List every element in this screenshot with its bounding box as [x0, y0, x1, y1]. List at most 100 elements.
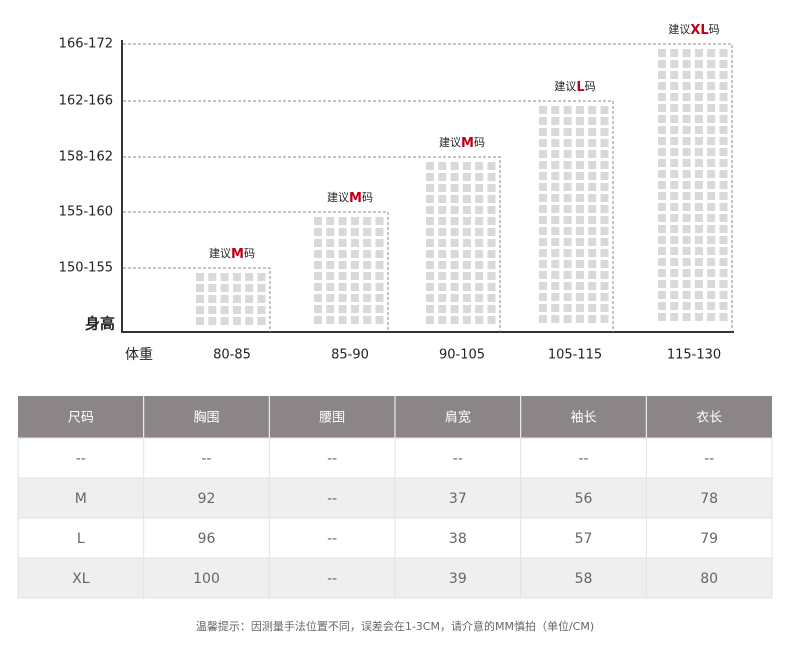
- suggestion: 建议XL码: [668, 22, 719, 38]
- block-dot: [438, 294, 447, 302]
- block-dot: [588, 260, 597, 268]
- block-dot: [600, 172, 609, 180]
- block-dot: [196, 306, 204, 314]
- block-dot: [539, 150, 547, 158]
- block-dot: [426, 239, 434, 247]
- block-dot: [719, 203, 728, 211]
- block-dot: [539, 282, 547, 290]
- block-dot: [462, 173, 471, 181]
- guide-line: [123, 156, 501, 332]
- block-dot: [588, 315, 597, 323]
- block-dot: [600, 194, 609, 202]
- table-cell: --: [327, 491, 337, 507]
- block-dot: [563, 117, 572, 125]
- block-dot: [338, 316, 347, 324]
- block-dot: [462, 283, 471, 291]
- block-dot: [719, 60, 728, 68]
- block-dot: [682, 258, 691, 266]
- block-dot: [694, 71, 703, 79]
- block-dot: [670, 71, 679, 79]
- block-dot: [245, 295, 254, 303]
- block-dot: [575, 304, 584, 312]
- block-dot: [487, 272, 496, 280]
- block-dot: [462, 261, 471, 269]
- block-dot: [450, 217, 459, 225]
- block-dot: [475, 272, 484, 280]
- block-dot: [375, 261, 384, 269]
- block-dot: [350, 316, 359, 324]
- block-dot: [475, 173, 484, 181]
- block-dot: [719, 236, 728, 244]
- block-dot: [600, 183, 609, 191]
- block-dot: [232, 295, 241, 303]
- block-dot: [220, 284, 229, 292]
- x-axis-title: 体重: [125, 347, 153, 363]
- block-dot: [694, 247, 703, 255]
- block-dot: [257, 273, 266, 281]
- block-dot: [658, 126, 666, 134]
- block-dot: [682, 148, 691, 156]
- block-dot: [694, 291, 703, 299]
- block-dot: [670, 104, 679, 112]
- block-dot: [670, 302, 679, 310]
- block-dot: [487, 217, 496, 225]
- block-dot: [575, 260, 584, 268]
- block-dot: [658, 104, 666, 112]
- block-dot: [475, 261, 484, 269]
- y-axis-title: 身高: [85, 315, 115, 333]
- guide-line: [123, 43, 733, 332]
- block-dot: [670, 203, 679, 211]
- block-dot: [438, 305, 447, 313]
- block-dot: [719, 170, 728, 178]
- block-dot: [658, 214, 666, 222]
- suggestion-suffix: 码: [244, 247, 255, 260]
- block-dot: [563, 106, 572, 114]
- block-dot: [588, 161, 597, 169]
- block-dot: [363, 228, 372, 236]
- block-dot: [475, 217, 484, 225]
- block-dot: [658, 225, 666, 233]
- block-dot: [694, 302, 703, 310]
- block-dot: [719, 280, 728, 288]
- block-dot: [487, 261, 496, 269]
- block-dot: [326, 250, 335, 258]
- block-dot: [326, 283, 335, 291]
- block-dot: [245, 273, 254, 281]
- block-dot: [600, 106, 609, 114]
- block-dot: [670, 225, 679, 233]
- block-dot: [682, 126, 691, 134]
- block-dot: [658, 247, 666, 255]
- block-dot: [575, 227, 584, 235]
- block-dot: [670, 313, 679, 321]
- block-dot: [438, 184, 447, 192]
- table-cell: 58: [575, 571, 593, 587]
- block-dot: [707, 302, 716, 310]
- block-dot: [670, 192, 679, 200]
- block-dot: [658, 236, 666, 244]
- block-dot: [694, 104, 703, 112]
- block-dot: [707, 258, 716, 266]
- weight-label: 80-85: [213, 348, 251, 363]
- block-dot: [682, 170, 691, 178]
- block-dot: [551, 205, 560, 213]
- suggestion: 建议L码: [554, 79, 595, 95]
- block-dot: [551, 238, 560, 246]
- block-dot: [658, 181, 666, 189]
- block-dot: [551, 260, 560, 268]
- block-dot: [539, 183, 547, 191]
- block-dot: [314, 283, 322, 291]
- block-dot: [450, 162, 459, 170]
- block-dot: [588, 227, 597, 235]
- block-dot: [338, 305, 347, 313]
- block-dot: [450, 239, 459, 247]
- block-dot: [694, 258, 703, 266]
- block-dot: [600, 128, 609, 136]
- block-dot: [539, 293, 547, 301]
- weight-label: 85-90: [331, 348, 369, 363]
- block-dot: [719, 247, 728, 255]
- block-dot: [475, 184, 484, 192]
- block-dot: [600, 139, 609, 147]
- block-dot: [719, 269, 728, 277]
- block-dot: [462, 294, 471, 302]
